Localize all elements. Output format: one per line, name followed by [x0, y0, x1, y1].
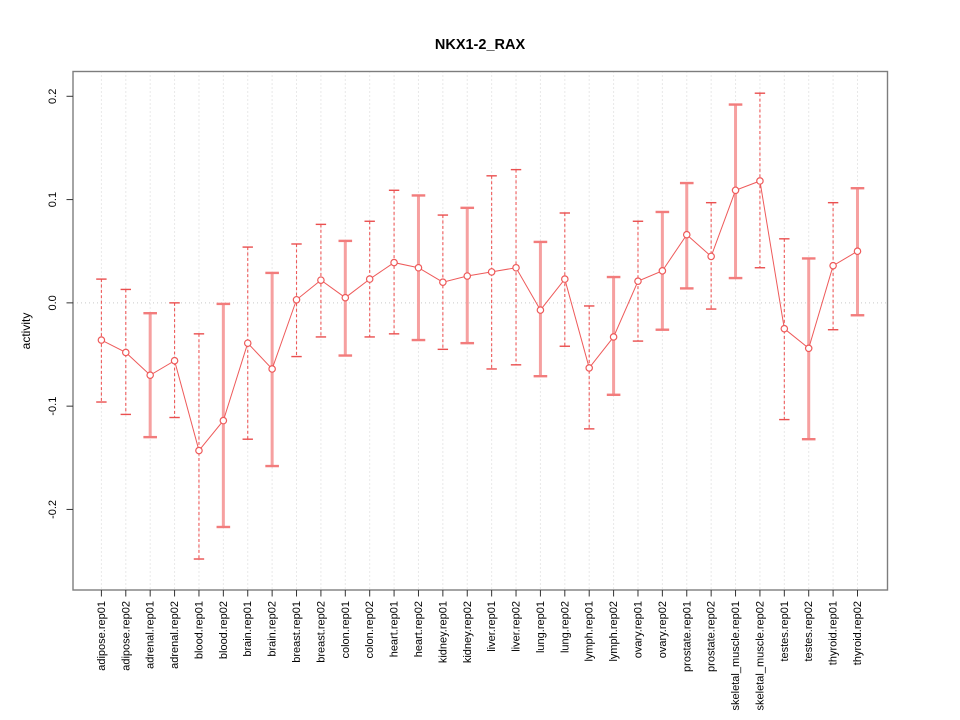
- data-point-marker: [146, 371, 154, 379]
- data-point-marker: [536, 306, 545, 314]
- y-tick-label: -0.1: [47, 397, 59, 416]
- data-point-marker: [463, 272, 472, 280]
- data-point-marker: [634, 277, 642, 285]
- x-tick-label: thyroid.rep01: [828, 601, 840, 665]
- data-point-marker: [195, 446, 203, 455]
- y-tick-label: -0.2: [47, 500, 59, 519]
- data-point-marker: [487, 268, 496, 276]
- x-tick-label: colon.rep02: [364, 601, 376, 659]
- data-point-marker: [756, 177, 764, 185]
- data-point-marker: [682, 230, 691, 239]
- x-tick-label: adrenal.rep02: [169, 601, 181, 669]
- data-point-marker: [731, 186, 740, 195]
- gridlines: [100, 71, 858, 590]
- data-point-marker: [292, 295, 301, 304]
- data-point-marker: [219, 416, 228, 425]
- y-axis-label: activity: [19, 313, 33, 350]
- x-tick-label: blood.rep01: [193, 601, 205, 659]
- x-tick-label: kidney.rep01: [437, 601, 449, 663]
- x-tick-label: adrenal.rep01: [145, 601, 157, 669]
- x-tick-label: adipose.rep01: [96, 601, 108, 671]
- data-point-marker: [439, 278, 447, 287]
- x-tick-label: heart.rep02: [413, 601, 425, 657]
- x-tick-label: liver.rep02: [511, 601, 523, 652]
- data-point-marker: [390, 258, 398, 267]
- data-point-marker: [341, 293, 350, 302]
- series-line: [101, 180, 858, 452]
- x-tick-label: lymph.rep02: [608, 601, 620, 662]
- data-point-marker: [414, 263, 423, 272]
- data-point-marker: [804, 344, 813, 353]
- data-point-marker: [121, 348, 130, 357]
- data-point-marker: [853, 247, 862, 256]
- plot-frame-group: [72, 70, 889, 591]
- x-tick-label: ovary.rep01: [632, 601, 644, 658]
- x-tick-label: brain.rep01: [242, 601, 254, 657]
- data-point-markers: [97, 177, 862, 455]
- x-tick-label: breast.rep01: [291, 601, 303, 663]
- x-tick-label: prostate.rep02: [706, 601, 718, 672]
- x-tick-label: breast.rep02: [315, 601, 327, 663]
- data-point-marker: [658, 267, 667, 275]
- data-point-marker: [609, 333, 618, 341]
- x-tick-label: thyroid.rep02: [852, 601, 864, 665]
- x-tick-label: testes.rep02: [803, 601, 815, 662]
- y-tick-label: 0.0: [47, 295, 59, 310]
- x-tick-label: brain.rep02: [267, 601, 279, 657]
- x-tick-label: testes.rep01: [779, 601, 791, 662]
- error-bars: [96, 92, 865, 560]
- data-point-marker: [365, 275, 374, 283]
- x-tick-label: kidney.rep02: [462, 601, 474, 663]
- x-tick-label: skeletal_muscle.rep02: [754, 601, 766, 710]
- x-tick-label: heart.rep01: [389, 601, 401, 657]
- data-point-marker: [243, 339, 252, 347]
- data-point-marker: [512, 263, 520, 272]
- x-tick-label: lung.rep01: [535, 601, 547, 653]
- data-point-marker: [585, 364, 594, 372]
- data-point-marker: [829, 261, 837, 270]
- data-point-marker: [170, 356, 179, 365]
- chart-title: NKX1-2_RAX: [435, 37, 526, 53]
- x-tick-label: lymph.rep01: [584, 601, 596, 662]
- data-point-marker: [561, 275, 569, 283]
- axes: adipose.rep01 adipose.rep02 adrenal.rep01 a…: [47, 89, 864, 711]
- data-point-marker: [97, 336, 106, 344]
- x-tick-label: blood.rep02: [218, 601, 230, 659]
- plot-frame: [72, 70, 889, 591]
- x-tick-label: ovary.rep02: [657, 601, 669, 658]
- x-tick-label: lung.rep02: [559, 601, 571, 653]
- x-tick-label: colon.rep01: [340, 601, 352, 659]
- x-tick-label: liver.rep01: [486, 601, 498, 652]
- x-tick-label: prostate.rep01: [681, 601, 693, 672]
- y-tick-label: 0.2: [47, 89, 59, 104]
- x-tick-label: skeletal_muscle.rep01: [730, 601, 742, 710]
- x-tick-label: adipose.rep02: [120, 601, 132, 671]
- data-point-marker: [707, 252, 715, 261]
- y-tick-label: 0.1: [47, 192, 59, 207]
- data-point-marker: [780, 324, 789, 333]
- data-point-marker: [317, 276, 325, 284]
- series-line-group: [101, 180, 858, 452]
- data-point-marker: [268, 365, 276, 373]
